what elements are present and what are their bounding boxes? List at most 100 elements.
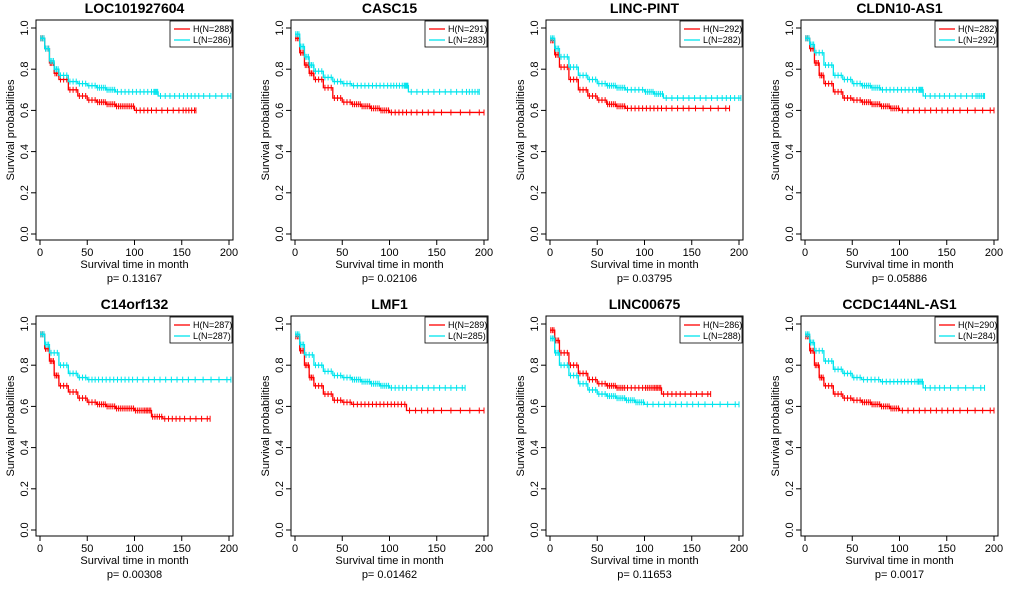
legend-label-L: L(N=288)	[703, 331, 741, 341]
p-value: p= 0.02106	[362, 273, 417, 285]
x-tick-label: 200	[475, 543, 493, 555]
y-tick-label: 0.2	[19, 185, 31, 200]
plot-frame	[35, 315, 234, 537]
x-axis-label: Survival time in month	[845, 555, 953, 567]
x-tick-label: 0	[802, 543, 808, 555]
y-axis-label: Survival probabilities	[260, 375, 272, 476]
panel-title: LINC00675	[609, 296, 681, 312]
km-curve-H	[550, 329, 711, 395]
y-tick-label: 0.4	[529, 440, 541, 455]
y-tick-label: 0.2	[19, 481, 31, 496]
x-tick-label: 150	[428, 247, 446, 259]
x-tick-label: 100	[125, 543, 143, 555]
legend-label-H: H(N=282)	[958, 24, 997, 34]
x-tick-label: 50	[591, 543, 603, 555]
x-tick-label: 0	[292, 543, 298, 555]
x-tick-label: 150	[428, 543, 446, 555]
y-tick-label: 0.4	[19, 144, 31, 159]
km-panel: LINC00675 0 50 100 150 200 0.0 0.2 0.4 0.6 0.8 1.0 S…	[515, 296, 748, 581]
y-axis-label: Survival probabilities	[5, 79, 17, 180]
km-curve-H	[550, 39, 730, 109]
legend-label-H: H(N=290)	[958, 320, 997, 330]
legend-box	[934, 20, 998, 48]
legend-box	[169, 20, 233, 48]
x-axis-label: Survival time in month	[335, 555, 443, 567]
y-tick-label: 1.0	[274, 20, 286, 35]
y-axis-label: Survival probabilities	[260, 79, 272, 180]
y-axis-label: Survival probabilities	[770, 79, 782, 180]
y-axis-label: Survival probabilities	[515, 79, 527, 180]
plot-frame	[800, 315, 999, 537]
x-tick-label: 150	[683, 543, 701, 555]
y-tick-label: 0.8	[784, 358, 796, 373]
km-curve-L	[40, 333, 231, 381]
y-tick-label: 0.8	[274, 62, 286, 77]
legend-box	[424, 20, 488, 48]
x-tick-label: 100	[890, 247, 908, 259]
km-panel: CASC15 0 50 100 150 200 0.0 0.2 0.4 0.6 0.8 1.0 Surv…	[260, 0, 493, 285]
panel-title: CASC15	[362, 0, 417, 16]
y-tick-label: 0.8	[274, 358, 286, 373]
y-tick-label: 0.0	[274, 226, 286, 241]
legend-label-L: L(N=282)	[703, 35, 741, 45]
y-tick-label: 0.8	[784, 62, 796, 77]
panel-title: LOC101927604	[85, 0, 185, 16]
legend-label-H: H(N=287)	[193, 320, 232, 330]
x-tick-label: 150	[173, 247, 191, 259]
y-tick-label: 0.6	[784, 103, 796, 118]
legend-box	[424, 316, 488, 344]
x-tick-label: 100	[125, 247, 143, 259]
y-tick-label: 0.6	[19, 399, 31, 414]
km-curve-H	[805, 335, 994, 412]
y-tick-label: 1.0	[19, 20, 31, 35]
y-tick-label: 0.8	[529, 62, 541, 77]
panel-title: LINC-PINT	[610, 0, 680, 16]
km-curve-H	[295, 335, 484, 412]
x-axis-label: Survival time in month	[590, 555, 698, 567]
x-tick-label: 0	[547, 543, 553, 555]
legend-label-L: L(N=284)	[958, 331, 996, 341]
y-tick-label: 0.2	[529, 185, 541, 200]
y-tick-label: 0.0	[784, 226, 796, 241]
y-axis-label: Survival probabilities	[5, 375, 17, 476]
legend-box	[934, 316, 998, 344]
x-axis-label: Survival time in month	[335, 259, 443, 271]
x-tick-label: 0	[802, 247, 808, 259]
legend-label-L: L(N=292)	[958, 35, 996, 45]
x-tick-label: 200	[475, 247, 493, 259]
x-tick-label: 200	[985, 543, 1003, 555]
y-tick-label: 0.6	[274, 399, 286, 414]
p-value: p= 0.0017	[875, 569, 924, 581]
y-tick-label: 0.6	[529, 399, 541, 414]
x-tick-label: 50	[591, 247, 603, 259]
km-panel: LOC101927604 0 50 100 150 200 0.0 0.2 0.4 0.6 0.8 1…	[5, 0, 238, 285]
plot-frame	[290, 19, 489, 241]
p-value: p= 0.00308	[107, 569, 162, 581]
y-tick-label: 1.0	[529, 20, 541, 35]
y-tick-label: 0.2	[274, 481, 286, 496]
x-tick-label: 50	[336, 543, 348, 555]
x-tick-label: 200	[985, 247, 1003, 259]
y-tick-label: 0.6	[274, 103, 286, 118]
km-panel: C14orf132 0 50 100 150 200 0.0 0.2 0.4 0.6 0.8 1.0 S…	[5, 296, 238, 581]
legend-box	[679, 316, 743, 344]
y-tick-label: 0.0	[274, 522, 286, 537]
x-tick-label: 150	[173, 543, 191, 555]
y-tick-label: 0.2	[784, 185, 796, 200]
y-tick-label: 0.0	[19, 226, 31, 241]
y-tick-label: 0.4	[784, 144, 796, 159]
y-tick-label: 0.0	[784, 522, 796, 537]
y-tick-label: 0.8	[529, 358, 541, 373]
km-curve-H	[40, 333, 211, 420]
x-tick-label: 50	[336, 247, 348, 259]
x-tick-label: 0	[547, 247, 553, 259]
y-tick-label: 0.8	[19, 62, 31, 77]
x-tick-label: 100	[635, 543, 653, 555]
p-value: p= 0.11653	[617, 569, 672, 581]
y-tick-label: 0.6	[784, 399, 796, 414]
y-tick-label: 0.2	[784, 481, 796, 496]
p-value: p= 0.05886	[872, 273, 927, 285]
p-value: p= 0.01462	[362, 569, 417, 581]
x-tick-label: 200	[730, 247, 748, 259]
